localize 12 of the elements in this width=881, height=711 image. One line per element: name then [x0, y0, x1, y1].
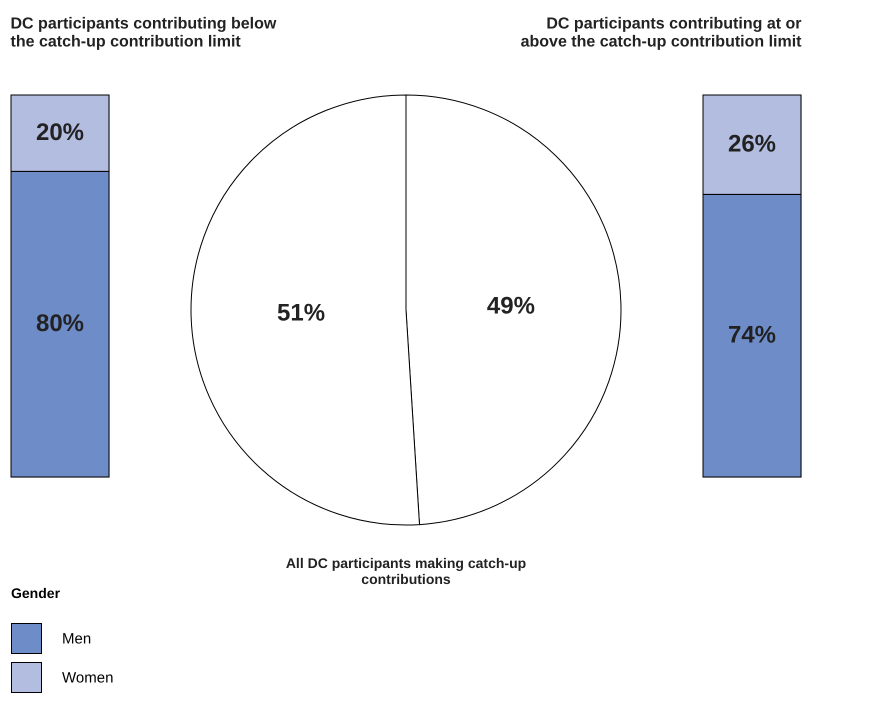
legend-label: Women: [62, 670, 114, 686]
legend-label: Men: [62, 630, 92, 648]
chart-title: DC participants contributing at or above the catch-up contribution limit: [520, 16, 802, 50]
legend-title: Gender: [11, 585, 61, 601]
data-label: 51%: [277, 299, 326, 326]
text: DC participants contributing below the catch-up contribution limit: [10, 16, 277, 50]
data-label: 80%: [36, 310, 84, 338]
data-label: 26%: [728, 130, 776, 158]
data-label: 49%: [486, 292, 535, 320]
data-label: 20%: [36, 119, 84, 146]
text: All DC participants making catch-up contributions: [286, 555, 526, 587]
data-label: 74%: [728, 322, 776, 349]
